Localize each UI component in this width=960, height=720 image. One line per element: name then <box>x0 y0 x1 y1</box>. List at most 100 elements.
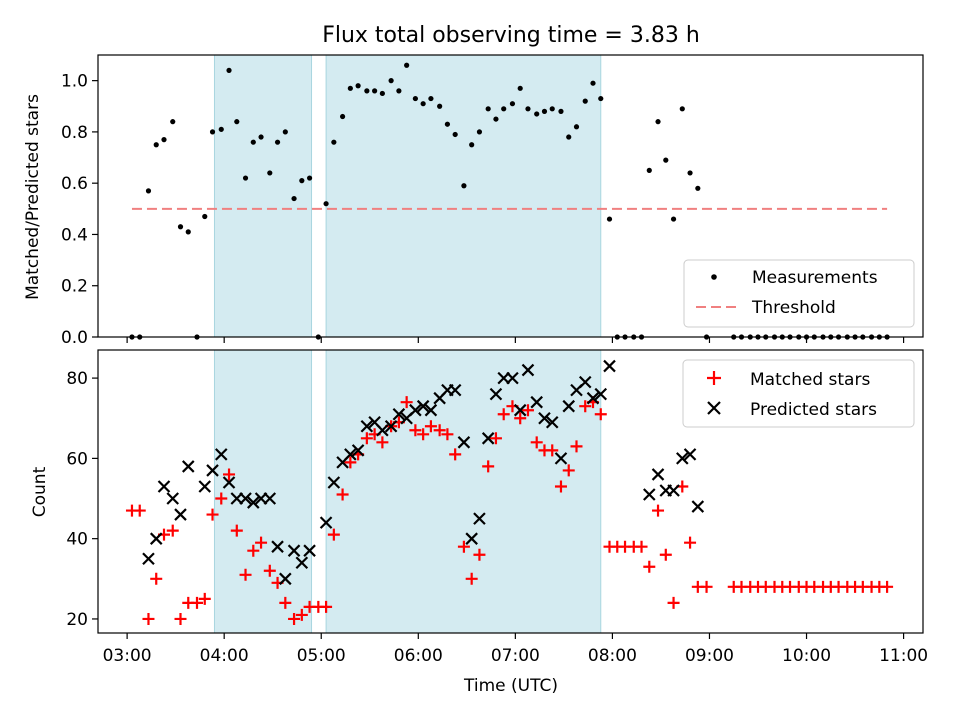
y-tick-label: 0.4 <box>61 225 88 245</box>
measurement-point <box>517 85 523 91</box>
observing-interval-band <box>325 54 602 338</box>
predicted-star-point <box>214 448 228 461</box>
predicted-star-point <box>174 508 187 521</box>
predicted-star-point <box>691 500 705 513</box>
measurement-point <box>501 106 507 112</box>
measurement-point <box>258 134 264 140</box>
predicted-star-point <box>222 476 236 489</box>
matched-star-point <box>133 504 146 517</box>
matched-star-point <box>409 424 422 437</box>
measurement-point <box>573 124 580 130</box>
measurement-point <box>242 175 249 181</box>
top-panel-y-label: Matched/Predicted stars <box>23 94 43 300</box>
predicted-star-point <box>157 480 171 493</box>
predicted-star-point <box>247 496 260 509</box>
top-panel-x-ticks <box>126 337 905 343</box>
measurement-point <box>267 170 273 176</box>
x-tick-label: 09:00 <box>685 646 734 666</box>
measurement-point <box>541 108 548 114</box>
x-tick-label: 08:00 <box>588 646 637 666</box>
measurement-point <box>177 224 184 230</box>
measurement-point <box>372 88 378 94</box>
predicted-star-point <box>530 395 543 409</box>
predicted-star-point <box>448 383 462 397</box>
measurement-point <box>428 95 434 102</box>
measurement-point <box>598 95 604 102</box>
measurement-point <box>420 101 426 107</box>
matched-star-point <box>223 468 236 481</box>
measurement-point <box>153 142 159 148</box>
matched-star-point <box>174 612 187 625</box>
top-panel-y-axis: 0.0 0.2 0.4 0.6 0.8 1.0 <box>61 72 98 348</box>
legend-matched-label: Matched stars <box>750 370 870 390</box>
top-panel-shaded-bands <box>213 54 602 338</box>
matched-star-point <box>465 572 478 585</box>
measurement-point <box>331 139 337 145</box>
bottom-panel-y-label: Count <box>30 466 50 517</box>
predicted-star-point <box>327 476 341 489</box>
measurement-point <box>485 106 491 112</box>
predicted-star-point <box>142 552 155 566</box>
predicted-star-point <box>513 403 527 417</box>
matched-star-point <box>424 420 437 433</box>
x-tick-label: 04:00 <box>200 646 249 666</box>
predicted-star-point <box>667 484 680 497</box>
top-panel-frame <box>97 54 924 338</box>
matched-star-point <box>142 612 155 625</box>
predicted-star-point <box>166 492 180 505</box>
predicted-star-point <box>409 403 422 417</box>
bottom-panel-x-axis: 03:00 04:00 05:00 06:00 07:00 08:00 09:00 10:00… <box>103 633 928 666</box>
predicted-star-point <box>239 492 252 505</box>
predicted-star-point <box>149 532 163 545</box>
measurement-point <box>250 139 256 145</box>
predicted-star-point <box>651 468 665 481</box>
y-tick-label: 0.0 <box>61 328 88 348</box>
measurement-point <box>646 167 652 173</box>
legend-predicted-label: Predicted stars <box>750 400 877 420</box>
matched-star-point <box>150 572 163 585</box>
measurement-point <box>364 88 370 94</box>
predicted-star-point <box>538 411 551 425</box>
x-tick-label: 11:00 <box>879 646 928 666</box>
predicted-star-point <box>206 464 219 477</box>
measurement-point <box>679 106 685 112</box>
measurement-point <box>404 62 410 68</box>
measurement-point <box>566 134 572 140</box>
predicted-star-point <box>424 403 438 417</box>
measurement-point <box>590 80 596 86</box>
x-tick-label: 05:00 <box>297 646 346 666</box>
x-tick-label: 07:00 <box>491 646 540 666</box>
measurement-point <box>509 101 516 107</box>
predicted-star-point <box>271 540 284 553</box>
measurement-point <box>437 103 443 109</box>
matched-star-point <box>881 580 894 593</box>
measurement-point <box>161 137 167 143</box>
measurement-point <box>170 119 176 125</box>
matched-star-point <box>554 480 567 493</box>
measurement-point <box>218 126 224 132</box>
predicted-star-point <box>586 391 600 405</box>
predicted-star-point <box>465 532 478 545</box>
measurement-point <box>663 157 669 163</box>
matched-star-point <box>635 540 648 553</box>
matched-star-point <box>473 548 486 561</box>
measurement-point <box>525 106 531 112</box>
predicted-star-point <box>198 480 212 493</box>
matched-star-point <box>215 492 228 505</box>
measurement-point <box>469 142 475 148</box>
measurement-point <box>145 188 152 194</box>
predicted-star-point <box>319 516 333 529</box>
matched-star-point <box>489 432 502 445</box>
y-tick-label: 40 <box>66 530 88 550</box>
y-tick-label: 80 <box>66 369 88 389</box>
matched-star-point <box>360 432 373 445</box>
predicted-star-point <box>344 448 357 461</box>
matched-star-point <box>643 560 656 573</box>
observing-interval-band <box>213 54 313 338</box>
legend-predicted-marker <box>707 401 721 415</box>
matched-star-point <box>652 504 665 517</box>
measurement-point <box>274 139 281 145</box>
y-tick-label: 0.8 <box>61 123 88 143</box>
x-axis-label: Time (UTC) <box>463 676 558 696</box>
y-tick-label: 60 <box>66 449 88 469</box>
